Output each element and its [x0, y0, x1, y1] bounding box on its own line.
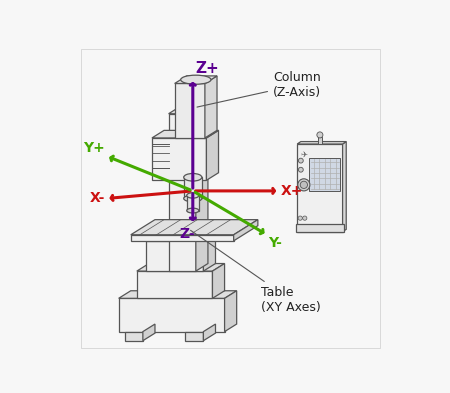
Polygon shape: [203, 324, 216, 341]
Text: ✈: ✈: [301, 149, 308, 158]
Ellipse shape: [187, 193, 199, 198]
Polygon shape: [318, 137, 322, 144]
Polygon shape: [146, 233, 216, 241]
Polygon shape: [119, 298, 225, 332]
Polygon shape: [152, 130, 219, 138]
Polygon shape: [207, 130, 219, 180]
Polygon shape: [342, 141, 346, 232]
Polygon shape: [119, 291, 237, 298]
Polygon shape: [143, 324, 155, 341]
Circle shape: [298, 158, 303, 163]
Text: Y+: Y+: [83, 141, 105, 154]
Polygon shape: [297, 144, 342, 232]
Circle shape: [300, 181, 307, 189]
Text: Z-: Z-: [179, 227, 194, 241]
Polygon shape: [137, 271, 212, 298]
Text: Table
(XY Axes): Table (XY Axes): [190, 230, 321, 314]
Text: Column
(Z-Axis): Column (Z-Axis): [197, 71, 321, 107]
Polygon shape: [296, 224, 344, 232]
Polygon shape: [212, 264, 225, 298]
Polygon shape: [187, 195, 199, 211]
Circle shape: [303, 216, 307, 220]
Polygon shape: [175, 83, 205, 138]
Polygon shape: [297, 141, 346, 144]
Polygon shape: [309, 158, 340, 191]
Circle shape: [298, 216, 302, 220]
Polygon shape: [131, 235, 234, 241]
Polygon shape: [131, 220, 258, 235]
Polygon shape: [234, 220, 258, 241]
Ellipse shape: [184, 173, 202, 181]
Polygon shape: [152, 138, 207, 180]
Ellipse shape: [181, 75, 211, 84]
Polygon shape: [184, 177, 202, 198]
Polygon shape: [146, 241, 203, 271]
Circle shape: [317, 132, 323, 138]
Polygon shape: [185, 332, 203, 341]
Text: Z+: Z+: [196, 61, 220, 76]
Text: Y-: Y-: [269, 236, 282, 250]
Polygon shape: [203, 233, 216, 271]
Circle shape: [298, 167, 303, 172]
Polygon shape: [169, 114, 196, 271]
Polygon shape: [205, 76, 217, 138]
Polygon shape: [125, 332, 143, 341]
Polygon shape: [137, 264, 225, 271]
Ellipse shape: [184, 195, 202, 202]
Polygon shape: [169, 106, 208, 114]
Polygon shape: [225, 291, 237, 332]
Circle shape: [298, 179, 310, 191]
Text: X-: X-: [90, 191, 105, 206]
Ellipse shape: [187, 208, 199, 213]
Text: X+: X+: [280, 184, 303, 198]
Polygon shape: [196, 106, 208, 271]
Polygon shape: [175, 76, 217, 83]
